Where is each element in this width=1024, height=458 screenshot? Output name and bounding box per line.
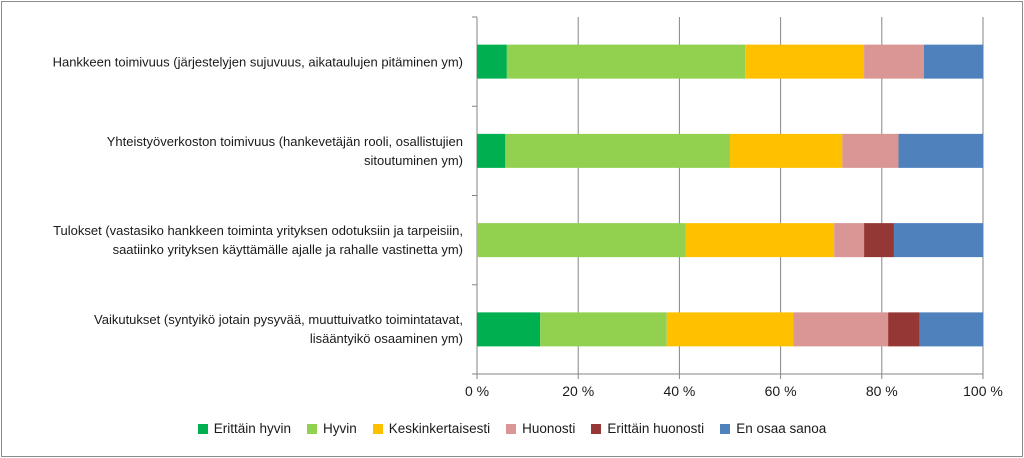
- legend-item: Keskinkertaisesti: [372, 421, 491, 436]
- x-tick-label: 20 %: [562, 383, 594, 399]
- category-label-line: saatiinko yrityksen käyttämälle ajalle j…: [112, 242, 463, 258]
- bar-segment: [864, 223, 894, 258]
- bar-segment: [923, 44, 984, 79]
- bar-segment: [730, 133, 843, 168]
- bar-segment: [666, 312, 794, 347]
- x-tick-label: 40 %: [663, 383, 695, 399]
- bar-segment: [793, 312, 889, 347]
- bar-segment: [919, 312, 983, 347]
- bar-segment: [506, 44, 746, 79]
- bar-segment: [477, 44, 507, 79]
- legend-item: Erittäin hyvin: [197, 421, 292, 436]
- bar-segment: [477, 133, 506, 168]
- legend-item: Huonosti: [506, 421, 575, 436]
- legend-swatch: [197, 423, 208, 434]
- x-tick-label: 60 %: [765, 383, 797, 399]
- legend-label: Keskinkertaisesti: [388, 421, 491, 436]
- legend-item: En osaa sanoa: [720, 421, 826, 436]
- category-label: Yhteistyöverkoston toimivuus (hankevetäj…: [0, 132, 463, 170]
- bar-segment: [477, 223, 686, 258]
- category-label-line: lisääntyikö osaaminen ym): [309, 331, 463, 347]
- bar-segment: [834, 223, 865, 258]
- bar-segment: [540, 312, 667, 347]
- category-label: Vaikutukset (syntyikö jotain pysyvää, mu…: [0, 310, 463, 348]
- legend-label: Hyvin: [323, 421, 357, 436]
- x-tick-label: 80 %: [866, 383, 898, 399]
- legend-swatch: [372, 423, 383, 434]
- bar-segment: [864, 44, 924, 79]
- legend-item: Erittäin huonosti: [591, 421, 704, 436]
- legend-swatch: [591, 423, 602, 434]
- x-tick-label: 100 %: [963, 383, 1003, 399]
- legend: Erittäin hyvin Hyvin Keskinkertaisesti Huon…: [0, 421, 1024, 436]
- category-label-line: Vaikutukset (syntyikö jotain pysyvää, mu…: [94, 312, 463, 328]
- bar-segment: [842, 133, 899, 168]
- legend-label: En osaa sanoa: [736, 421, 827, 436]
- legend-label: Erittäin hyvin: [213, 421, 292, 436]
- legend-swatch: [307, 423, 318, 434]
- x-tick-label: 0 %: [465, 383, 489, 399]
- legend-label: Erittäin huonosti: [607, 421, 705, 436]
- category-label-line: Hankkeen toimivuus (järjestelyjen sujuvu…: [52, 54, 463, 70]
- category-label-line: sitoutuminen ym): [364, 152, 463, 168]
- bar-segment: [505, 133, 730, 168]
- legend-swatch: [720, 423, 731, 434]
- bar-segment: [893, 223, 983, 258]
- legend-label: Huonosti: [522, 421, 576, 436]
- bar-segment: [685, 223, 835, 258]
- bar-segment: [898, 133, 983, 168]
- category-label-line: Tulokset (vastasiko hankkeen toiminta yr…: [53, 223, 463, 239]
- legend-item: Hyvin: [307, 421, 357, 436]
- category-label: Hankkeen toimivuus (järjestelyjen sujuvu…: [0, 52, 463, 71]
- bar-segment: [477, 312, 541, 347]
- category-label-line: Yhteistyöverkoston toimivuus (hankevetäj…: [106, 133, 463, 149]
- bar-segment: [888, 312, 920, 347]
- bar-segment: [745, 44, 865, 79]
- legend-swatch: [506, 423, 517, 434]
- category-label: Tulokset (vastasiko hankkeen toiminta yr…: [0, 221, 463, 259]
